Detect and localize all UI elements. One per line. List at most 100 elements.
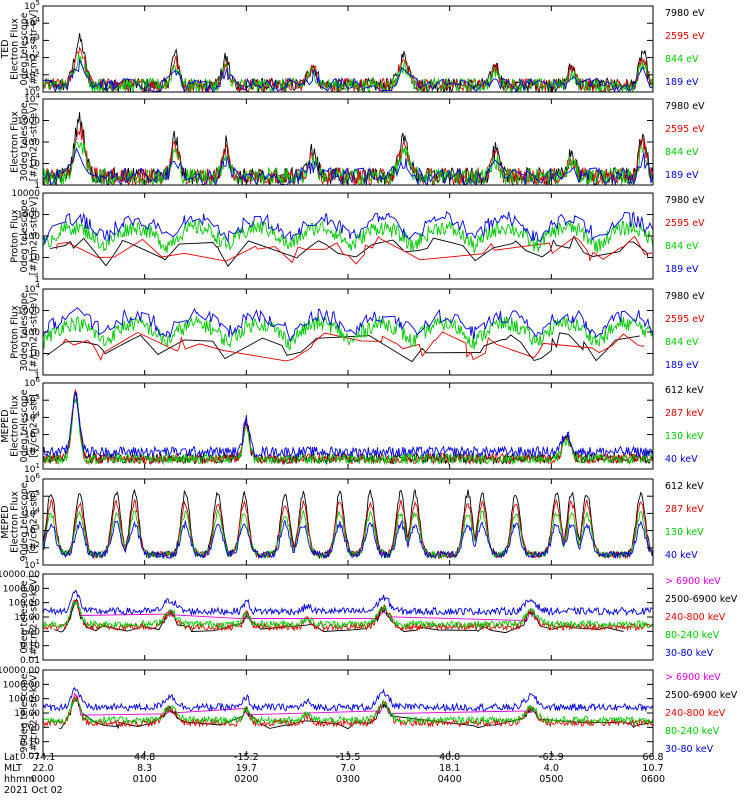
ytick-label: 1000 [17, 117, 40, 127]
ytick-label: 100 [23, 328, 40, 338]
series-p7-3 [42, 600, 654, 630]
ylabel-line: [#/cm2-s-str-keV] [29, 671, 40, 755]
legend-entry: 189 eV [665, 77, 699, 88]
series-p4-3 [42, 307, 654, 343]
series-p1-2 [42, 53, 654, 94]
ytick-label: 10 [29, 254, 41, 264]
ytick-label: 0.01 [20, 656, 40, 666]
ytick-label: 10000 [11, 189, 40, 199]
ytick-label: 1.00 [20, 723, 40, 733]
ytick-label: 100 [23, 138, 40, 148]
legend-entry: > 6900 keV [665, 576, 721, 587]
ytick-label: 103 [24, 524, 40, 537]
xtick-hhmm: 0300 [336, 774, 360, 785]
series-p4-1 [61, 331, 645, 362]
legend-entry: 7980 eV [665, 291, 705, 302]
series-p6-2 [42, 509, 654, 560]
ylabel-line: Proton Flux [10, 209, 21, 263]
legend-entry: 612 keV [665, 481, 704, 492]
ylabel-line: MEPED [0, 505, 11, 538]
xtick-hhmm: 0100 [133, 774, 157, 785]
xtick-mlt: 8.3 [137, 763, 152, 774]
legend-entry: 287 keV [665, 504, 704, 515]
series-p8-2 [42, 694, 654, 728]
legend-entry: 2595 eV [665, 31, 705, 42]
ytick-label: 0.10 [20, 642, 40, 652]
ytick-label: 105 [24, 489, 40, 502]
ylabel-line: Electron Flux [10, 491, 21, 553]
legend-entry: 189 eV [665, 264, 699, 275]
panel-frame-p7 [42, 573, 654, 661]
xtick-mlt: 22.0 [32, 763, 53, 774]
ylabel-line: 30deg telescope [19, 292, 30, 371]
ytick-label: 106 [24, 472, 40, 485]
ytick-label: 103 [24, 428, 40, 441]
ytick-label: 104 [24, 410, 40, 423]
xtick-lat: 66.8 [642, 752, 663, 763]
ylabel-line: 0deg telescope [19, 12, 30, 85]
panel-frame-p3 [42, 192, 654, 280]
ylabel-line: [#/cm2-s-str] [29, 490, 40, 553]
ytick-label: 10000.00 [0, 570, 40, 580]
legend-entry: 2595 eV [665, 124, 705, 135]
legend-entry: 30-80 keV [665, 648, 714, 659]
panel-frame-p4 [42, 288, 654, 376]
legend-entry: 287 keV [665, 408, 704, 419]
ylabel-line: Electron Flux [10, 111, 21, 173]
series-p7-2 [42, 599, 654, 632]
series-p8-0 [70, 692, 536, 716]
series-p4-0 [46, 332, 640, 363]
ylabel-line: 0deg telescope [19, 199, 30, 272]
xaxis-row-label: Lat [4, 752, 19, 763]
ytick-label: 1000 [17, 307, 40, 317]
ytick-label: 102 [24, 541, 40, 554]
xtick-hhmm: 0200 [234, 774, 258, 785]
ylabel-line: MEPED [0, 409, 11, 442]
legend-entry: 2500-6900 keV [665, 690, 738, 701]
ytick-label: 101 [24, 558, 40, 571]
legend-entry: 240-800 keV [665, 612, 726, 623]
ylabel-line: 90deg telescope [19, 673, 30, 752]
ytick-label: 101 [24, 68, 40, 81]
ylabel-line: 30deg telescope [19, 102, 30, 181]
ytick-label: 101 [24, 462, 40, 475]
xtick-mlt: 7.0 [340, 763, 355, 774]
series-p7-4 [42, 589, 654, 617]
series-p3-2 [42, 219, 654, 254]
ylabel-line: [#/cm2-s-str] [29, 394, 40, 457]
ylabel-line: 0deg telescope [19, 389, 30, 462]
ytick-label: 10 [29, 160, 41, 170]
xtick-hhmm: 0400 [438, 774, 462, 785]
ytick-label: 100 [23, 232, 40, 242]
legend-entry: > 6900 keV [665, 672, 721, 683]
ytick-label: 1000 [17, 211, 40, 221]
ytick-label: 100.00 [9, 695, 41, 705]
series-p3-3 [42, 211, 654, 245]
ylabel-line: Electron Flux [10, 18, 21, 80]
ytick-label: 1 [34, 181, 40, 191]
series-layer [42, 33, 654, 730]
ytick-label: 103 [24, 33, 40, 46]
xtick-mlt: 18.1 [439, 763, 460, 774]
ytick-label: 106 [24, 376, 40, 389]
ytick-label: 10000.00 [0, 666, 40, 676]
ytick-label: 0.10 [20, 738, 40, 748]
ylabel-line: 0deg telescope [19, 580, 30, 653]
xtick-hhmm: 0500 [539, 774, 563, 785]
xaxis-row-label: hhmm [4, 774, 35, 785]
xtick-lat: 40.0 [439, 752, 460, 763]
series-p4-2 [42, 316, 654, 350]
ylabel-line: Electron Flux [10, 395, 21, 457]
series-p3-0 [50, 235, 649, 268]
ytick-label: 1000.00 [3, 584, 40, 594]
xtick-lat: -15.2 [234, 752, 259, 763]
legend-entry: 2595 eV [665, 218, 705, 229]
legend-entry: 240-800 keV [665, 708, 726, 719]
series-p1-3 [42, 59, 653, 93]
ytick-label: 1.00 [20, 627, 40, 637]
ytick-label: 105 [24, 0, 40, 12]
ytick-label: 104 [24, 282, 40, 295]
ytick-label: 10 [29, 350, 41, 360]
ylabel-line: [#/cm2-s-str-keV] [29, 575, 40, 659]
legend-entry: 130 keV [665, 431, 704, 442]
